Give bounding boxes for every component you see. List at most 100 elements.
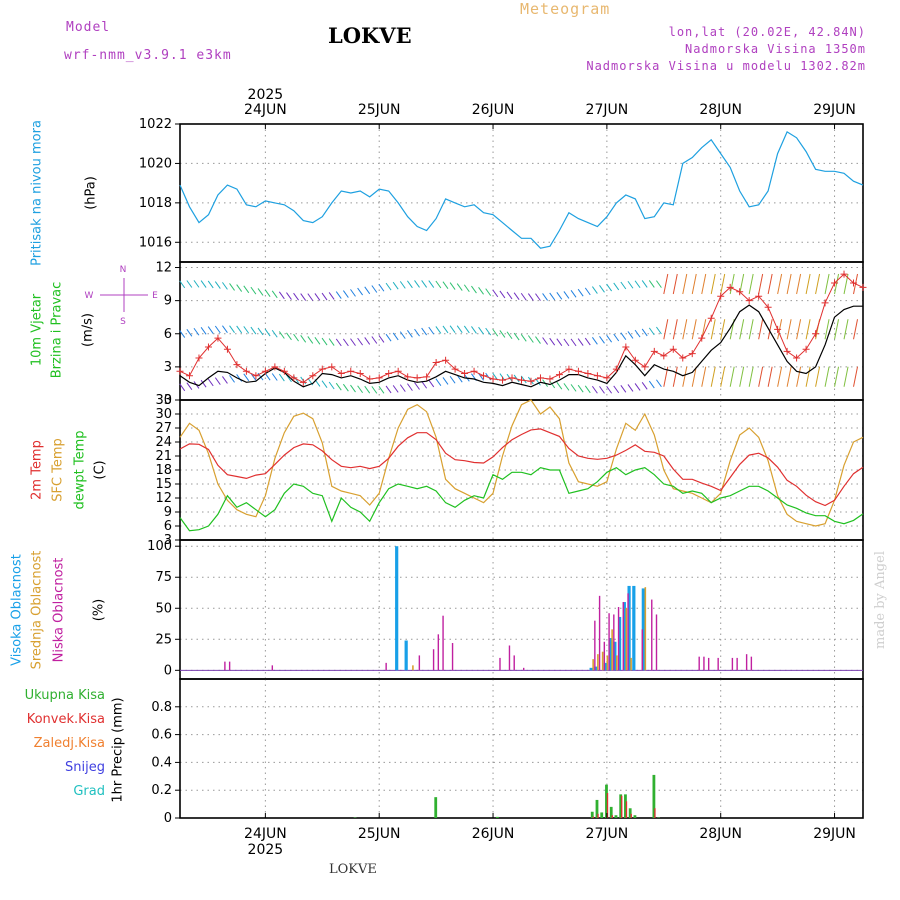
wind-barb bbox=[449, 282, 456, 290]
temperature-ytick-label: 6 bbox=[164, 519, 172, 534]
gust-marker bbox=[271, 363, 279, 371]
cloud-bar-low bbox=[499, 657, 501, 671]
wind-barb bbox=[824, 273, 830, 295]
cloud-bar-low bbox=[717, 657, 719, 671]
day-label-bottom: 26JUN bbox=[472, 826, 515, 842]
cloud-bar-high bbox=[608, 638, 612, 671]
gust-marker bbox=[347, 367, 355, 375]
cloud-bar-mid bbox=[611, 629, 613, 671]
wind-barb bbox=[243, 326, 250, 334]
day-label-top: 29JUN bbox=[813, 102, 856, 118]
precip-bar-convective bbox=[611, 815, 613, 818]
wind-barb bbox=[214, 325, 221, 334]
wind-barb bbox=[492, 328, 499, 337]
year-label-bottom: 2025 bbox=[248, 842, 284, 858]
gust-marker bbox=[612, 365, 620, 373]
cloud-bar-low bbox=[622, 602, 625, 671]
gust-marker bbox=[745, 297, 753, 305]
wind-barb bbox=[478, 373, 484, 381]
cloud-bar-low bbox=[745, 654, 748, 671]
wind-barb bbox=[229, 375, 235, 383]
gust-marker bbox=[793, 354, 801, 362]
cloud-bar-low bbox=[608, 613, 610, 671]
wind-barb bbox=[656, 326, 662, 335]
wind-barb bbox=[556, 338, 563, 346]
precip-bar-convective bbox=[654, 808, 656, 818]
cloud-bar-low bbox=[617, 607, 620, 671]
year-label-top: 2025 bbox=[248, 87, 284, 103]
precip-ylabel: 1hr Precip (mm) bbox=[111, 697, 126, 802]
precip-bar-total bbox=[590, 811, 594, 818]
footer-station: LOKVE bbox=[329, 862, 377, 877]
wind-barb bbox=[364, 286, 371, 295]
sfc-temp-line bbox=[179, 399, 864, 527]
wind-barb bbox=[421, 280, 428, 288]
precip-ytick-label: 0 bbox=[164, 811, 172, 826]
wind-barb bbox=[535, 293, 541, 301]
wind-barb bbox=[527, 293, 534, 301]
wind-barb bbox=[796, 319, 802, 340]
precip-bar-total bbox=[434, 797, 438, 818]
wind-ytick-label: 12 bbox=[155, 261, 172, 276]
cloud-ytick-label: 25 bbox=[155, 632, 172, 647]
cloud-bar-low bbox=[508, 645, 511, 671]
wind-ylabel: 10m Vjetar bbox=[30, 293, 45, 366]
precip-bar-total bbox=[609, 806, 613, 818]
wind-barb bbox=[786, 273, 792, 295]
cloud-bar-low bbox=[613, 614, 615, 671]
gust-marker bbox=[499, 376, 507, 384]
temperature-ytick-label: 9 bbox=[164, 505, 172, 520]
day-label-top: 27JUN bbox=[586, 102, 629, 118]
precip-bar-convective bbox=[606, 792, 609, 818]
wind-barb bbox=[542, 293, 548, 301]
precip-legend-item: Zaledj.Kisa bbox=[34, 736, 105, 751]
wind-barb bbox=[364, 337, 371, 345]
compass-south: S bbox=[120, 317, 126, 327]
wind-barb bbox=[442, 281, 449, 289]
wind-barb bbox=[278, 373, 285, 382]
wind-barb bbox=[193, 280, 200, 288]
wind-barb bbox=[834, 366, 840, 387]
cloud-high-ylabel: Visoka Oblacnost bbox=[10, 554, 25, 666]
precip-ytick-label: 0.4 bbox=[151, 755, 172, 770]
gust-marker bbox=[518, 376, 525, 384]
day-label-bottom: 25JUN bbox=[358, 826, 401, 842]
wind-barb bbox=[407, 280, 413, 289]
wind-barb bbox=[710, 273, 716, 295]
wind-barb bbox=[656, 379, 662, 388]
wind-barb bbox=[641, 280, 648, 288]
pressure-line bbox=[179, 131, 864, 249]
wind-barb bbox=[606, 334, 613, 343]
wind-barb bbox=[335, 382, 342, 391]
wind-barb bbox=[278, 291, 285, 300]
wind-barb bbox=[691, 319, 697, 340]
wind-barb bbox=[520, 292, 527, 301]
precip-ytick-label: 0.6 bbox=[151, 728, 172, 743]
wind-ytick-label: 3 bbox=[164, 360, 172, 375]
coords-text: lon,lat (20.02E, 42.84N) bbox=[668, 25, 866, 39]
wind-barb bbox=[641, 328, 648, 337]
gust-marker bbox=[508, 374, 516, 382]
wind-barb bbox=[257, 288, 264, 296]
wind-barb bbox=[342, 338, 349, 347]
wind-barb bbox=[767, 273, 773, 295]
precip-legend-item: Ukupna Kisa bbox=[25, 688, 105, 703]
wind-barb bbox=[720, 366, 726, 387]
wind-barb bbox=[371, 336, 378, 344]
wind-barb bbox=[758, 366, 764, 387]
cloud-frame bbox=[179, 539, 864, 680]
wind-barb bbox=[463, 284, 470, 293]
wind-barb bbox=[293, 333, 299, 342]
wind-ytick-label: 0 bbox=[164, 393, 172, 408]
precip-bar-convective bbox=[625, 801, 628, 818]
wind-barb bbox=[293, 292, 299, 301]
wind-barb bbox=[385, 333, 392, 342]
dewpt-line bbox=[179, 467, 864, 532]
wind-barb bbox=[435, 280, 442, 289]
wind-barb bbox=[321, 292, 328, 301]
wind-barb bbox=[599, 386, 605, 394]
cloud-bar-mid bbox=[592, 659, 594, 671]
gust-marker bbox=[584, 370, 592, 378]
wind-barb bbox=[207, 326, 214, 334]
wind-ytick-label: 6 bbox=[164, 327, 172, 342]
